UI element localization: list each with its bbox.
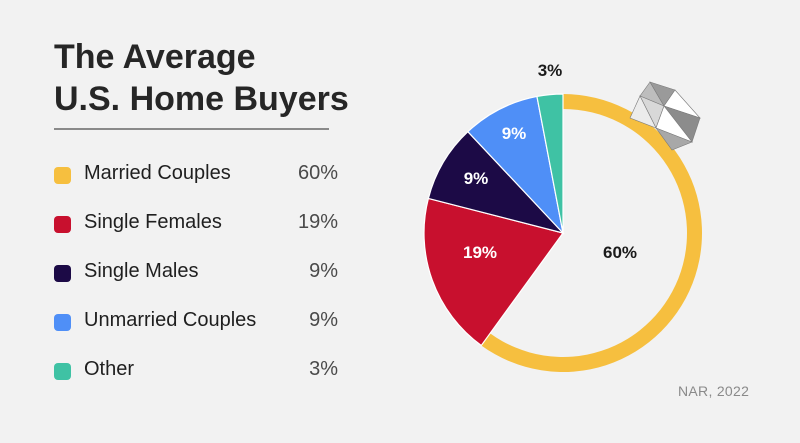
- legend-label: Married Couples: [84, 162, 231, 184]
- legend: Married Couples 60% Single Females 19% Singl…: [54, 158, 344, 403]
- slice-label: 9%: [502, 124, 527, 143]
- legend-swatch: [54, 363, 71, 380]
- legend-value: 9%: [309, 260, 338, 282]
- title-divider: [54, 128, 329, 130]
- chart-title: The Average U.S. Home Buyers: [54, 36, 349, 120]
- legend-item: Single Males 9%: [54, 256, 344, 305]
- legend-label: Other: [84, 358, 135, 380]
- legend-value: 3%: [309, 358, 338, 380]
- legend-label: Single Males: [84, 260, 199, 282]
- pie-slice: [427, 130, 565, 235]
- legend-item: Unmarried Couples 9%: [54, 305, 344, 354]
- legend-label: Unmarried Couples: [84, 309, 257, 331]
- slice-label: 9%: [464, 169, 489, 188]
- legend-item: Married Couples 60%: [54, 158, 344, 207]
- chart-title-line1: The Average: [54, 38, 256, 76]
- legend-value: 60%: [297, 162, 338, 184]
- legend-swatch: [54, 265, 71, 282]
- chart-title-line2: U.S. Home Buyers: [54, 80, 349, 118]
- slice-label: 19%: [463, 243, 497, 262]
- legend-item: Other 3%: [54, 354, 344, 403]
- pie-slice: [466, 95, 564, 235]
- legend-swatch: [54, 314, 71, 331]
- legend-value: 19%: [297, 211, 338, 233]
- slice-label: 3%: [538, 61, 563, 80]
- legend-swatch: [54, 216, 71, 233]
- pie-slice: [536, 93, 564, 234]
- pie-slice-ring: [481, 94, 702, 372]
- legend-item: Single Females 19%: [54, 207, 344, 256]
- legend-label: Single Females: [84, 211, 222, 233]
- legend-value: 9%: [309, 309, 338, 331]
- diamond-icon: [629, 81, 701, 151]
- legend-swatch: [54, 167, 71, 184]
- slice-label: 60%: [603, 243, 637, 262]
- source-note: NAR, 2022: [678, 383, 750, 399]
- pie-slice: [423, 197, 565, 347]
